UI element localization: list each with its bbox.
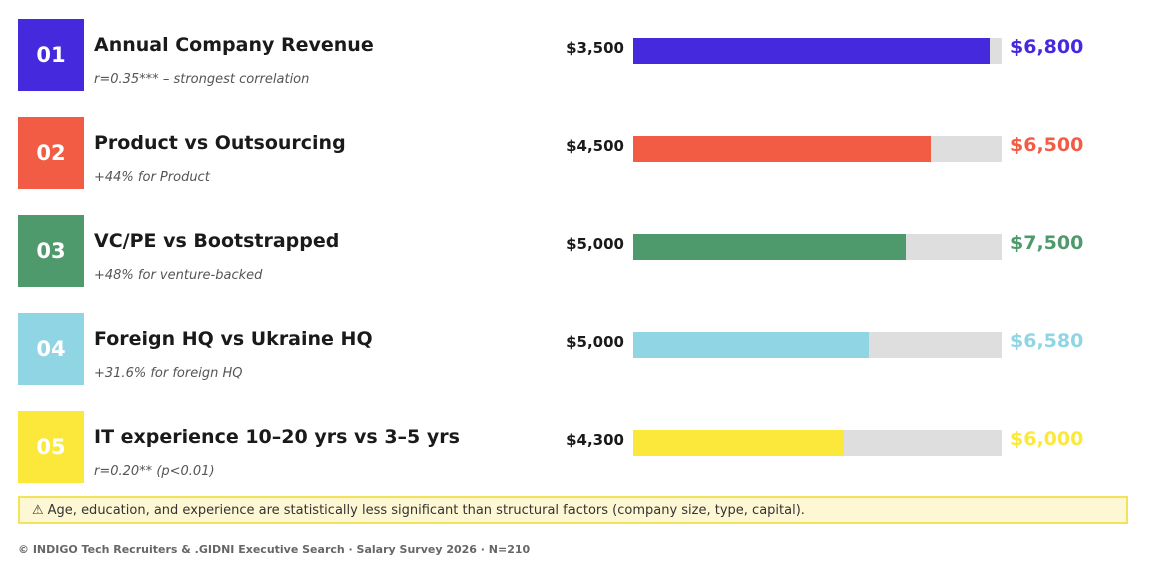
factor-row: 02 Product vs Outsourcing +44% for Product… [18, 117, 1130, 189]
note-text: Age, education, and experience are stati… [47, 502, 805, 518]
bar-track [633, 234, 1002, 260]
factor-title: Annual Company Revenue [94, 34, 374, 56]
bar-fill [633, 234, 906, 260]
factor-title: VC/PE vs Bootstrapped [94, 230, 340, 252]
warning-icon: ⚠ [32, 502, 44, 518]
number-badge: 01 [18, 19, 84, 91]
bar-track [633, 332, 1002, 358]
bar-fill [633, 430, 844, 456]
footer: © INDIGO Tech Recruiters & .GIDNI Execut… [18, 543, 531, 556]
bar-fill [633, 332, 869, 358]
top-value-label: $6,580 [1010, 330, 1084, 352]
bar-track [633, 430, 1002, 456]
number-badge: 04 [18, 313, 84, 385]
bar-track [633, 136, 1002, 162]
number-badge: 03 [18, 215, 84, 287]
base-value-label: $4,300 [566, 431, 624, 449]
base-value-label: $5,000 [566, 235, 624, 253]
factor-title: Product vs Outsourcing [94, 132, 346, 154]
top-value-label: $7,500 [1010, 232, 1084, 254]
bar-fill [633, 136, 931, 162]
bar-track [633, 38, 1002, 64]
factor-row: 04 Foreign HQ vs Ukraine HQ +31.6% for for… [18, 313, 1130, 385]
number-badge: 02 [18, 117, 84, 189]
factor-row: 01 Annual Company Revenue r=0.35*** – stro… [18, 19, 1130, 91]
factor-note: +48% for venture-backed [94, 268, 263, 283]
factor-title: IT experience 10–20 yrs vs 3–5 yrs [94, 426, 460, 448]
factor-note: +31.6% for foreign HQ [94, 366, 243, 381]
factor-note: r=0.20** (p<0.01) [94, 464, 215, 479]
number-badge: 05 [18, 411, 84, 483]
factor-note: r=0.35*** – strongest correlation [94, 72, 310, 87]
factor-title: Foreign HQ vs Ukraine HQ [94, 328, 373, 350]
top-value-label: $6,800 [1010, 36, 1084, 58]
bar-fill [633, 38, 990, 64]
factor-note: +44% for Product [94, 170, 210, 185]
base-value-label: $5,000 [566, 333, 624, 351]
factor-row: 05 IT experience 10–20 yrs vs 3–5 yrs r=0.… [18, 411, 1130, 483]
top-value-label: $6,500 [1010, 134, 1084, 156]
base-value-label: $4,500 [566, 137, 624, 155]
top-value-label: $6,000 [1010, 428, 1084, 450]
base-value-label: $3,500 [566, 39, 624, 57]
note-box: ⚠ Age, education, and experience are sta… [18, 496, 1128, 524]
factor-row: 03 VC/PE vs Bootstrapped +48% for venture-… [18, 215, 1130, 287]
